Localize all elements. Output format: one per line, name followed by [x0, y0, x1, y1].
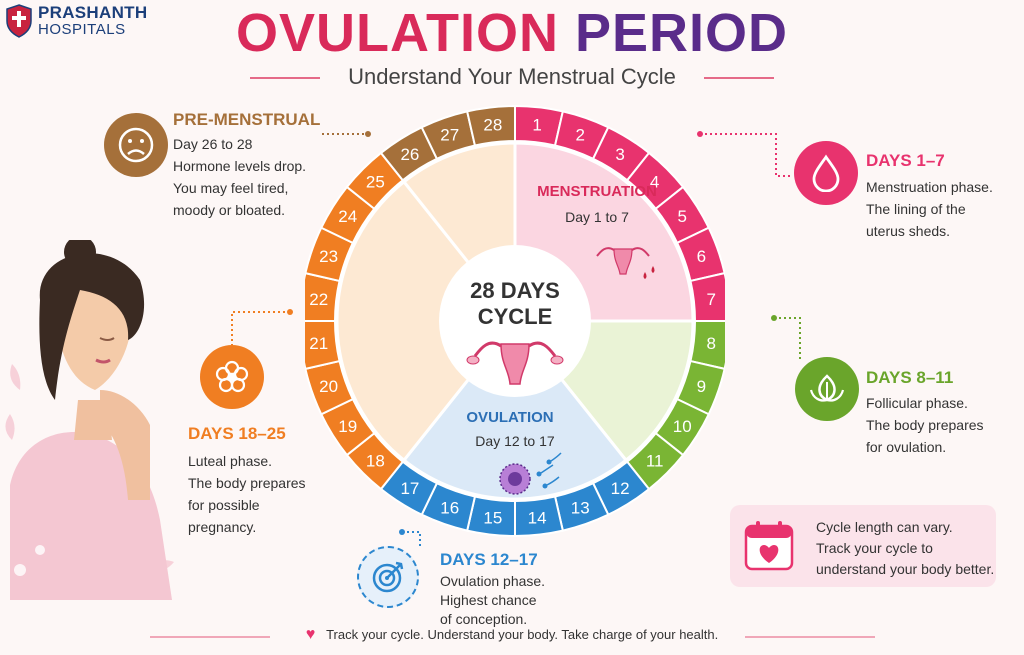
days-18-25-heading: DAYS 18–25	[188, 424, 286, 443]
day-cell	[689, 272, 725, 322]
days-8-11-text: Follicular phase. The body prepares for …	[866, 392, 984, 458]
days-18-25-line: pregnancy.	[188, 519, 257, 535]
tip-line: Track your cycle to	[816, 540, 933, 556]
tip-box: Cycle length can vary. Track your cycle …	[730, 505, 996, 587]
days-1-7-text: Menstruation phase. The lining of the ut…	[866, 176, 993, 242]
subtitle-divider-right	[704, 77, 774, 79]
days-12-17-heading: DAYS 12–17	[440, 550, 538, 569]
footer-divider-right	[745, 636, 875, 638]
drop-icon	[794, 141, 858, 205]
shield-logo-icon	[6, 4, 32, 38]
tip-text: Cycle length can vary. Track your cycle …	[816, 517, 994, 580]
premenstrual-line: You may feel tired,	[173, 180, 289, 196]
title-part-1: OVULATION	[235, 3, 559, 63]
days-8-11-line: for ovulation.	[866, 439, 947, 455]
day-label: 26	[400, 145, 419, 164]
days-18-25-line: Luteal phase.	[188, 453, 273, 469]
day-label: 21	[309, 334, 328, 353]
day-cell	[305, 320, 341, 370]
footer: ♥ Track your cycle. Understand your body…	[0, 626, 1024, 644]
flower-icon	[200, 345, 264, 409]
days-12-17-line: Highest chance	[440, 592, 537, 608]
days-18-25-text: Luteal phase. The body prepares for poss…	[188, 450, 306, 538]
day-label: 23	[319, 247, 338, 266]
hospital-logo: PRASHANTH HOSPITALS	[6, 4, 147, 38]
days-12-17-line: Ovulation phase.	[440, 573, 546, 589]
sad-face-icon	[104, 113, 168, 177]
brand-subname: HOSPITALS	[38, 21, 126, 38]
days-8-11-heading: DAYS 8–11	[866, 368, 954, 387]
uterus-small-icon	[596, 247, 655, 279]
day-label: 9	[697, 377, 706, 396]
day-label: 16	[440, 498, 459, 517]
ovulation-label: OVULATION	[466, 409, 553, 426]
day-label: 19	[338, 417, 357, 436]
calendar-heart-icon	[744, 521, 794, 571]
heart-icon: ♥	[305, 626, 316, 643]
center-label-1: 28 DAYS	[470, 278, 560, 303]
day-label: 11	[646, 452, 664, 471]
day-label: 12	[611, 479, 630, 498]
cycle-wheel: 1234567891011121314151617181920212223242…	[305, 104, 725, 538]
target-icon	[357, 546, 419, 608]
day-label: 25	[366, 172, 385, 191]
days-1-7-line: Menstruation phase.	[866, 179, 993, 195]
days-8-11-line: The body prepares	[866, 417, 984, 433]
phase-wedge-3	[335, 179, 517, 463]
premenstrual-text: Day 26 to 28 Hormone levels drop. You ma…	[173, 133, 306, 221]
premenstrual-line: Hormone levels drop.	[173, 158, 307, 174]
day-label: 28	[483, 116, 502, 135]
woman-illustration	[5, 240, 174, 600]
page-title: OVULATION PERIOD	[0, 2, 1024, 64]
leaf-icon	[795, 357, 859, 421]
menstruation-label: MENSTRUATION	[537, 183, 657, 200]
page-subtitle: Understand Your Menstrual Cycle	[348, 64, 676, 89]
footer-text: Track your cycle. Understand your body. …	[326, 627, 719, 642]
days-1-7-heading: DAYS 1–7	[866, 151, 945, 170]
brand-name: PRASHANTH	[38, 3, 148, 22]
premenstrual-line: Day 26 to 28	[173, 136, 253, 152]
days-12-17-text: Ovulation phase. Highest chance of conce…	[440, 572, 545, 629]
day-label: 5	[677, 207, 686, 226]
day-cell	[465, 104, 516, 147]
day-label: 18	[366, 452, 385, 471]
tip-line: Cycle length can vary.	[816, 519, 953, 535]
footer-divider-left	[150, 636, 270, 638]
days-8-11-line: Follicular phase.	[866, 395, 968, 411]
day-label: 27	[440, 126, 459, 145]
day-label: 10	[673, 417, 692, 436]
day-label: 3	[615, 145, 624, 164]
days-18-25-line: The body prepares	[188, 475, 306, 491]
day-label: 13	[571, 498, 590, 517]
premenstrual-heading: PRE-MENSTRUAL	[173, 110, 321, 129]
tip-line: understand your body better.	[816, 561, 995, 577]
center-label-2: CYCLE	[478, 304, 553, 329]
day-label: 8	[707, 334, 716, 353]
day-label: 22	[309, 290, 328, 309]
days-1-7-line: uterus sheds.	[866, 223, 951, 239]
days-1-7-line: The lining of the	[866, 201, 966, 217]
day-label: 24	[338, 207, 357, 226]
day-label: 4	[650, 172, 659, 191]
ovulation-range: Day 12 to 17	[475, 433, 555, 449]
days-18-25-line: for possible	[188, 497, 260, 513]
subtitle-divider-left	[250, 77, 320, 79]
premenstrual-line: moody or bloated.	[173, 202, 286, 218]
phase-wedge-2	[401, 318, 629, 501]
menstruation-range: Day 1 to 7	[565, 209, 629, 225]
uterus-icon	[466, 341, 564, 385]
day-label: 6	[697, 247, 706, 266]
egg-sperm-icon	[499, 452, 562, 495]
title-part-2: PERIOD	[574, 3, 789, 63]
day-label: 2	[575, 126, 584, 145]
day-label: 20	[319, 377, 338, 396]
day-label: 15	[483, 508, 502, 527]
day-label: 14	[528, 508, 547, 527]
day-label: 1	[532, 116, 541, 135]
day-label: 7	[707, 290, 716, 309]
day-label: 17	[400, 479, 419, 498]
days-12-17-line: of conception.	[440, 611, 528, 627]
